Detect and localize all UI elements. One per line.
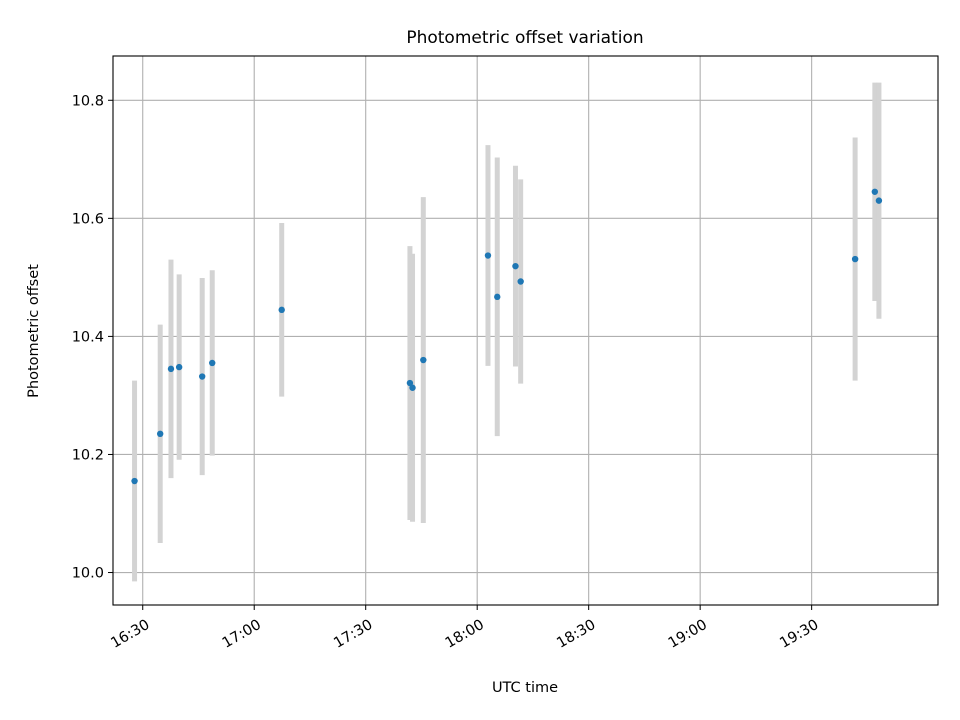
data-point [278, 306, 285, 314]
data-point [875, 197, 883, 204]
data-point [131, 477, 138, 485]
data-point [484, 252, 492, 259]
data-point [512, 262, 519, 270]
data-point [409, 384, 416, 391]
data-point [406, 379, 414, 387]
data-point [494, 293, 501, 301]
y-tick-label: 10.2 [72, 447, 104, 463]
data-point [167, 365, 175, 373]
grid [113, 56, 938, 605]
data-point [175, 363, 183, 371]
data-point [156, 430, 164, 438]
y-axis-label: Photometric offset [26, 264, 42, 398]
y-tick-label: 10.8 [72, 93, 104, 109]
y-tick-label: 10.4 [72, 329, 104, 345]
data-point [517, 278, 524, 285]
data-point [420, 356, 427, 364]
plot-frame [112, 55, 939, 606]
x-axis-label: UTC time [492, 680, 558, 696]
chart-title: Photometric offset variation [406, 28, 643, 48]
data-points [131, 188, 883, 485]
data-point [209, 359, 216, 367]
data-point [198, 373, 206, 380]
data-point [851, 255, 859, 263]
y-tick-label: 10.6 [72, 211, 104, 227]
data-point [871, 188, 879, 195]
y-tick-label: 10.0 [72, 566, 104, 582]
